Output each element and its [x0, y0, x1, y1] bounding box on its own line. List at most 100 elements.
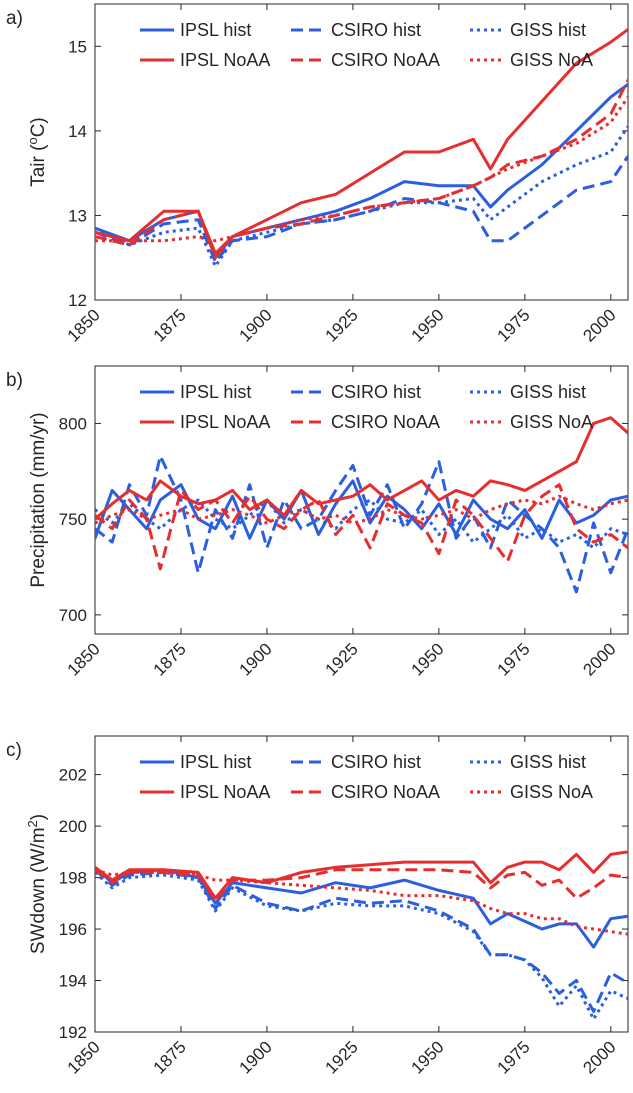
legend-item: CSIRO hist: [291, 752, 421, 772]
legend-item: GISS NoA: [470, 50, 593, 70]
series-group: [95, 27, 628, 268]
series-line-giss-hist: [95, 498, 628, 550]
x-tick-label: 1875: [150, 639, 190, 679]
y-tick-label: 202: [59, 766, 87, 785]
x-tick-label: 1850: [64, 639, 104, 679]
y-axis-label-text: SWdown (W/m: [28, 827, 49, 954]
legend-item: GISS hist: [470, 752, 586, 772]
legend-item: GISS hist: [470, 20, 586, 40]
series-line-csiro-noaa: [95, 79, 628, 260]
x-tick-label: 1875: [150, 1037, 190, 1077]
legend-label: IPSL NoAA: [180, 412, 270, 432]
y-tick-label: 13: [68, 206, 87, 225]
panel-c: 192 194 196 198 200 202 1850 1875 1900 1925 1950 19…: [6, 735, 629, 1078]
legend-item: IPSL hist: [140, 382, 251, 402]
plot-frame: [94, 3, 629, 301]
legend-item: GISS NoA: [470, 782, 593, 802]
legend-label: IPSL NoAA: [180, 782, 270, 802]
legend-item: CSIRO NoAA: [291, 782, 440, 802]
legend-item: CSIRO NoAA: [291, 412, 440, 432]
legend-item: IPSL hist: [140, 20, 251, 40]
x-tick-label: 1950: [408, 1037, 448, 1077]
x-tick-label: 1900: [236, 639, 276, 679]
legend-label: CSIRO NoAA: [331, 50, 440, 70]
series-line-csiro-hist: [95, 868, 628, 1013]
legend-label: GISS hist: [510, 382, 586, 402]
legend-label: IPSL hist: [180, 20, 251, 40]
y-tick-label: 194: [59, 972, 87, 991]
legend-label: IPSL hist: [180, 382, 251, 402]
legend-label: GISS NoA: [510, 50, 593, 70]
y-axis-label: Precipitation (mm/yr): [28, 412, 49, 587]
y-axis-label: Tair (oC): [25, 117, 49, 187]
y-tick-label: 192: [59, 1023, 87, 1042]
legend-item: CSIRO hist: [291, 382, 421, 402]
series-line-ipsl-noaa: [95, 416, 628, 521]
legend-item: CSIRO NoAA: [291, 50, 440, 70]
y-tick-label: 196: [59, 920, 87, 939]
legend-item: CSIRO hist: [291, 20, 421, 40]
y-axis-label-text: Tair (: [28, 144, 49, 187]
x-tick-label: 1850: [64, 305, 104, 345]
series-line-csiro-noaa: [95, 483, 628, 571]
x-tick-label: 1875: [150, 305, 190, 345]
panel-label: c): [6, 740, 22, 761]
legend-label: GISS hist: [510, 752, 586, 772]
series-line-ipsl-noaa: [95, 850, 628, 900]
y-axis-label-superscript: 2: [25, 820, 40, 827]
y-tick-label: 15: [68, 37, 87, 56]
x-tick-label: 2000: [579, 1037, 619, 1077]
y-tick-label: 198: [59, 869, 87, 888]
plot-frame: [94, 735, 629, 1033]
y-tick-label: 14: [68, 122, 87, 141]
legend-label: IPSL NoAA: [180, 50, 270, 70]
legend-item: GISS hist: [470, 382, 586, 402]
x-tick-label: 2000: [579, 305, 619, 345]
panel-label: a): [6, 8, 23, 29]
y-axis-label-text: Precipitation (mm/yr): [28, 412, 49, 587]
series-line-giss-hist: [95, 871, 628, 1021]
y-axis-label-superscript: o: [25, 137, 40, 144]
series-line-giss-noa: [95, 868, 628, 936]
x-tick-label: 1850: [64, 1037, 104, 1077]
legend-item: IPSL hist: [140, 752, 251, 772]
legend-label: IPSL hist: [180, 752, 251, 772]
x-tick-label: 1975: [493, 639, 533, 679]
x-tick-label: 1950: [408, 639, 448, 679]
legend-label: CSIRO hist: [331, 752, 421, 772]
x-tick-label: 1900: [236, 305, 276, 345]
x-tick-label: 1900: [236, 1037, 276, 1077]
y-tick-label: 700: [59, 606, 87, 625]
series-line-ipsl-hist: [95, 479, 628, 540]
x-tick-label: 1950: [408, 305, 448, 345]
series-line-ipsl-hist: [95, 865, 628, 949]
x-tick-label: 1925: [322, 639, 362, 679]
legend-label: CSIRO hist: [331, 20, 421, 40]
legend-item: IPSL NoAA: [140, 50, 270, 70]
legend-label: GISS NoA: [510, 782, 593, 802]
y-axis-label-end: ): [28, 814, 49, 820]
x-tick-label: 1925: [322, 1037, 362, 1077]
y-tick-label: 200: [59, 817, 87, 836]
panel-label: b): [6, 370, 23, 391]
legend-label: CSIRO NoAA: [331, 412, 440, 432]
series-line-giss-noa: [95, 96, 628, 243]
series-group: [95, 416, 628, 594]
y-tick-label: 750: [59, 510, 87, 529]
panel-a: 12 13 14 15 1850 1875 1900 1925 1950 1975 2000 Tair…: [6, 3, 629, 346]
y-tick-label: 800: [59, 414, 87, 433]
series-line-csiro-hist: [95, 454, 628, 594]
legend-label: CSIRO NoAA: [331, 782, 440, 802]
x-tick-label: 2000: [579, 639, 619, 679]
x-tick-label: 1975: [493, 305, 533, 345]
plot-frame: [94, 365, 629, 635]
series-group: [95, 850, 628, 1021]
legend-label: CSIRO hist: [331, 382, 421, 402]
panel-b: 700 750 800 1850 1875 1900 1925 1950 1975 2000 Pre…: [6, 365, 629, 680]
y-tick-label: 12: [68, 291, 87, 310]
legend: IPSL hist CSIRO hist GISS hist IPSL NoAA CSI…: [140, 382, 593, 432]
x-tick-label: 1975: [493, 1037, 533, 1077]
x-tick-label: 1925: [322, 305, 362, 345]
legend-item: GISS NoA: [470, 412, 593, 432]
